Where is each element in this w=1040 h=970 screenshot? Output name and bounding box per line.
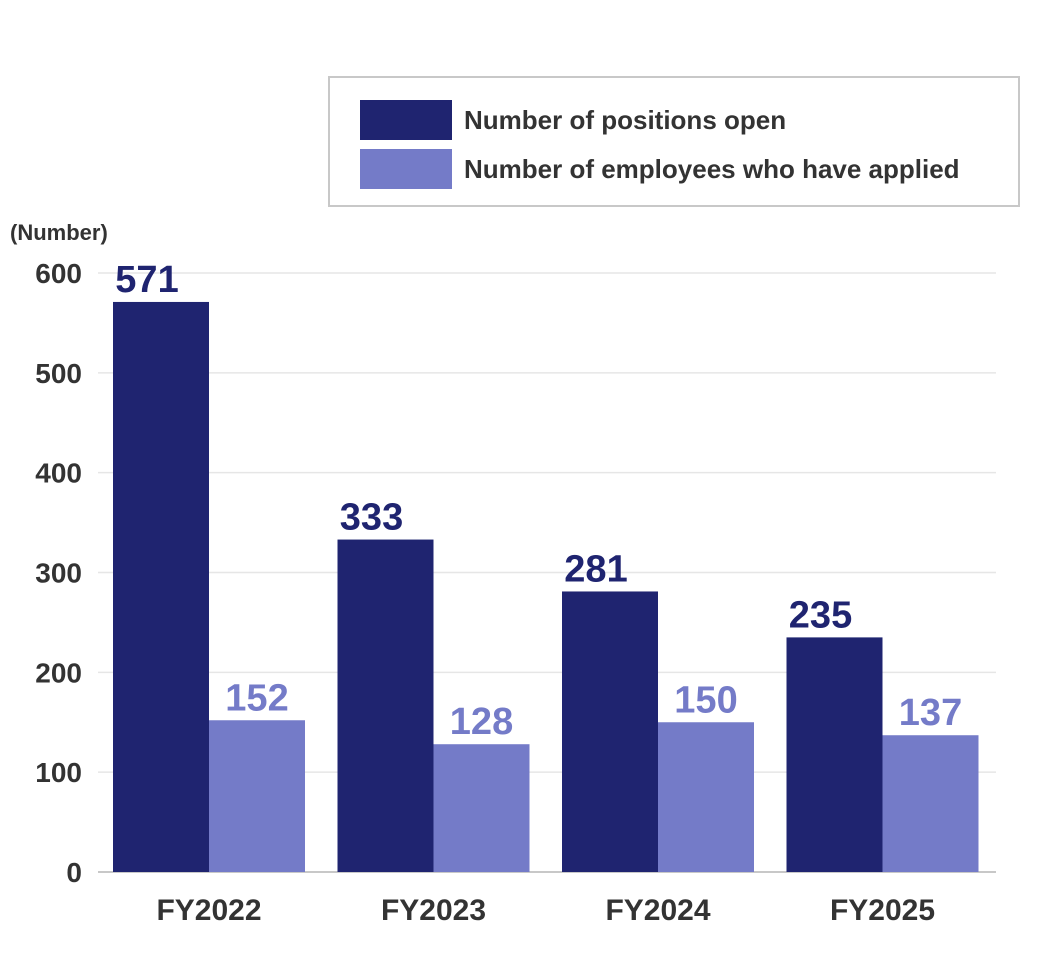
y-tick-label: 600 xyxy=(35,258,82,289)
x-tick-label: FY2024 xyxy=(605,894,710,927)
bar xyxy=(113,301,209,872)
y-tick-label: 300 xyxy=(35,558,82,589)
data-label: 137 xyxy=(899,692,962,734)
y-axis-unit-label: (Number) xyxy=(10,220,108,245)
data-label: 152 xyxy=(225,677,288,719)
y-tick-label: 0 xyxy=(66,857,82,888)
legend-label-positions-open: Number of positions open xyxy=(464,104,787,135)
bar xyxy=(786,637,883,872)
bar xyxy=(882,735,979,872)
chart-legend: Number of positions open Number of emplo… xyxy=(328,76,1020,207)
y-tick-label: 400 xyxy=(35,458,82,489)
data-label: 150 xyxy=(674,679,737,721)
data-label: 333 xyxy=(340,497,403,539)
legend-swatch-positions-open xyxy=(360,100,452,140)
data-label: 235 xyxy=(789,594,852,636)
bar xyxy=(433,744,530,872)
data-label: 571 xyxy=(115,259,178,301)
bar xyxy=(658,722,754,872)
legend-item-employees-applied: Number of employees who have applied xyxy=(360,149,960,189)
y-tick-label: 100 xyxy=(35,757,82,788)
bar xyxy=(337,539,434,872)
legend-swatch-employees-applied xyxy=(360,149,452,189)
y-tick-label: 200 xyxy=(35,657,82,688)
bar xyxy=(562,591,658,872)
x-tick-label: FY2023 xyxy=(381,894,486,927)
legend-label-employees-applied: Number of employees who have applied xyxy=(464,153,960,184)
legend-item-positions-open: Number of positions open xyxy=(360,100,786,140)
x-tick-label: FY2022 xyxy=(156,894,261,927)
data-label: 128 xyxy=(450,701,513,743)
bar xyxy=(209,720,305,872)
x-tick-label: FY2025 xyxy=(830,894,935,927)
y-tick-label: 500 xyxy=(35,358,82,389)
data-label: 281 xyxy=(564,548,627,590)
